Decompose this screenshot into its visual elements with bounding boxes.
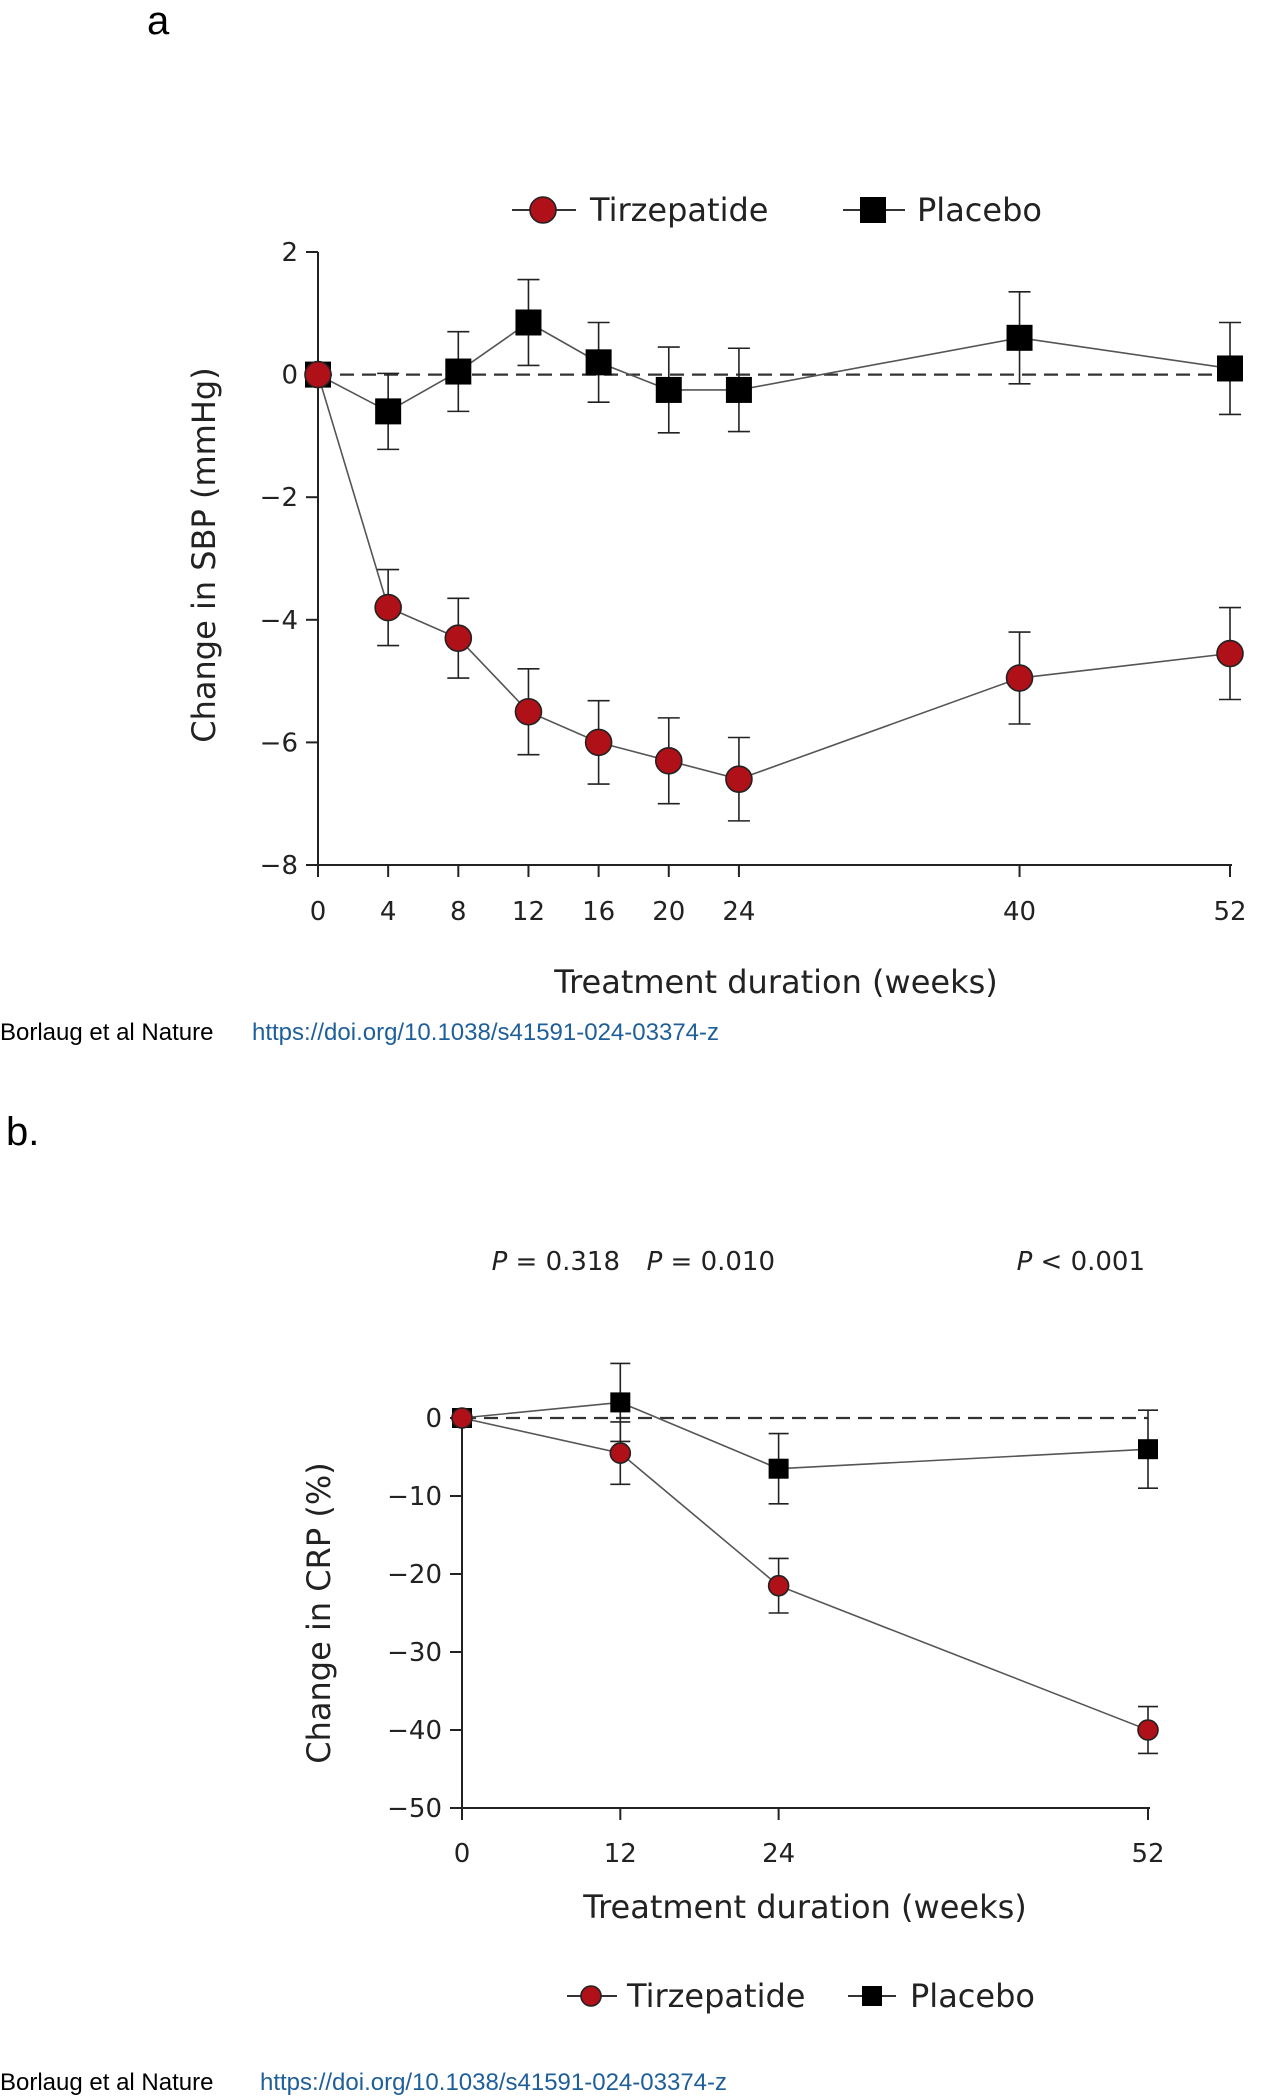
data-point-tirzepatide xyxy=(374,593,402,622)
series-line-placebo xyxy=(461,1401,1149,1470)
y-tick-label: −40 xyxy=(387,1716,442,1746)
x-tick-label: 12 xyxy=(604,1839,637,1869)
x-tick-label: 0 xyxy=(310,897,327,927)
x-axis-label: Treatment duration (weeks) xyxy=(553,963,998,1001)
data-point-tirzepatide xyxy=(1137,1719,1159,1741)
x-tick-label: 40 xyxy=(1003,897,1036,927)
data-point-placebo xyxy=(1217,355,1243,382)
y-tick-label: −4 xyxy=(260,606,298,636)
data-point-tirzepatide xyxy=(451,1407,473,1429)
panel-a-letter: a xyxy=(147,0,170,43)
p-value-symbol: P xyxy=(1017,1247,1033,1277)
legend-label-placebo: Placebo xyxy=(910,1977,1035,2015)
x-tick-label: 24 xyxy=(722,897,755,927)
y-tick-label: 2 xyxy=(281,238,298,268)
data-point-placebo xyxy=(655,376,682,403)
y-tick-label: 0 xyxy=(425,1404,442,1434)
p-value-symbol: P xyxy=(492,1247,508,1277)
data-point-placebo xyxy=(445,358,472,385)
data-point-placebo xyxy=(725,376,752,403)
data-point-placebo xyxy=(515,309,542,336)
data-point-placebo xyxy=(610,1392,631,1413)
p-value-text: = 0.010 xyxy=(662,1247,775,1277)
y-axis-label: Change in SBP (mmHg) xyxy=(185,367,223,742)
data-point-placebo xyxy=(768,1458,789,1479)
p-value-text: < 0.001 xyxy=(1032,1247,1145,1277)
data-point-tirzepatide xyxy=(1005,664,1034,692)
data-point-placebo xyxy=(375,398,402,425)
data-point-placebo xyxy=(1138,1439,1158,1460)
x-tick-label: 12 xyxy=(512,897,545,927)
x-tick-label: 20 xyxy=(652,897,685,927)
p-value-text: = 0.318 xyxy=(507,1247,620,1277)
x-tick-label: 52 xyxy=(1131,1839,1164,1869)
y-tick-label: −2 xyxy=(260,483,298,513)
data-point-tirzepatide xyxy=(444,624,473,652)
p-value-annotation: P = 0.010 xyxy=(647,1247,775,1277)
citation-author: Borlaug et al Nature xyxy=(0,2069,213,2096)
legend-marker-placebo xyxy=(860,197,886,223)
citation-author: Borlaug et al Nature xyxy=(0,1019,213,1046)
data-point-placebo xyxy=(1006,324,1033,351)
legend-marker-tirzepatide xyxy=(529,196,557,224)
data-point-tirzepatide xyxy=(767,1574,790,1597)
panel-b-letter: b. xyxy=(6,1110,39,1154)
legend-label-tirzepatide: Tirzepatide xyxy=(589,191,768,229)
series-line-tirzepatide xyxy=(461,1417,1149,1731)
y-tick-label: −8 xyxy=(260,851,298,881)
y-tick-label: −30 xyxy=(387,1638,442,1668)
x-tick-label: 52 xyxy=(1213,897,1246,927)
data-point-tirzepatide xyxy=(725,765,753,793)
legend-label-placebo: Placebo xyxy=(917,191,1042,229)
y-tick-label: −20 xyxy=(387,1560,442,1590)
x-axis-label: Treatment duration (weeks) xyxy=(582,1888,1027,1926)
legend-marker-tirzepatide xyxy=(580,1985,602,2007)
x-tick-label: 8 xyxy=(450,897,467,927)
x-tick-label: 16 xyxy=(582,897,615,927)
legend-marker-placebo xyxy=(862,1986,882,2006)
citation-doi-link[interactable]: https://doi.org/10.1038/s41591-024-03374… xyxy=(260,2069,727,2096)
data-point-tirzepatide xyxy=(514,697,543,726)
data-point-tirzepatide xyxy=(304,360,332,389)
series-line-tirzepatide xyxy=(317,374,1231,781)
y-tick-label: −6 xyxy=(260,728,298,758)
p-value-symbol: P xyxy=(647,1247,663,1277)
panel-b: b. 0 −10 −20 −30 −40 −50 0 12 24 52 Treatment dura… xyxy=(0,1110,1165,2096)
data-point-tirzepatide xyxy=(584,728,613,757)
p-value-annotation: P < 0.001 xyxy=(1017,1247,1145,1277)
p-value-annotation: P = 0.318 xyxy=(492,1247,620,1277)
x-tick-label: 24 xyxy=(762,1839,795,1869)
data-point-tirzepatide xyxy=(609,1442,632,1464)
y-tick-label: −10 xyxy=(387,1482,442,1512)
x-tick-label: 4 xyxy=(380,897,397,927)
y-tick-label: 0 xyxy=(281,361,298,391)
data-point-placebo xyxy=(585,349,612,376)
x-tick-label: 0 xyxy=(454,1839,471,1869)
data-point-tirzepatide xyxy=(1216,639,1244,668)
y-tick-label: −50 xyxy=(387,1794,442,1824)
y-axis-label: Change in CRP (%) xyxy=(300,1462,338,1763)
citation-doi-link[interactable]: https://doi.org/10.1038/s41591-024-03374… xyxy=(252,1019,719,1046)
legend-label-tirzepatide: Tirzepatide xyxy=(626,1977,805,2015)
data-point-tirzepatide xyxy=(654,746,683,775)
